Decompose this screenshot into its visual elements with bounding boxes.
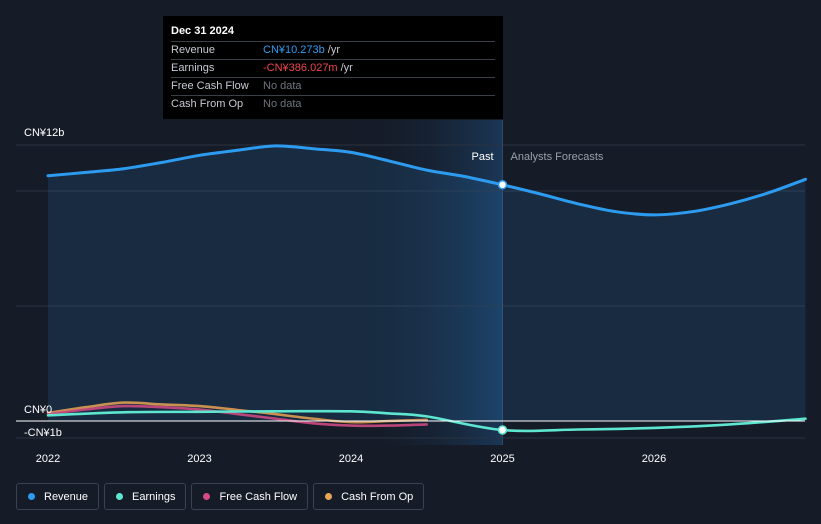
chart-axes: CN¥12b CN¥0 -CN¥1b 2022 2023 2024 2025 2026 Past…: [24, 127, 666, 465]
x-tick-label: 2025: [490, 453, 514, 465]
legend-label: Earnings: [132, 490, 176, 503]
legend-label: Revenue: [44, 490, 89, 503]
legend-label: Cash From Op: [341, 490, 414, 503]
data-tooltip: Dec 31 2024 Revenue CN¥10.273b /yr Earni…: [163, 16, 503, 119]
legend-item-earnings[interactable]: Earnings: [104, 483, 187, 510]
tooltip-row-revenue: Revenue CN¥10.273b /yr: [171, 41, 495, 59]
tooltip-row-cash-from-op: Cash From Op No data: [171, 95, 495, 113]
tooltip-date: Dec 31 2024: [171, 25, 234, 37]
tooltip-row-free-cash-flow: Free Cash Flow No data: [171, 77, 495, 95]
legend-dot-icon: [203, 493, 211, 500]
revenue-line: [46, 144, 807, 217]
tooltip-label: Free Cash Flow: [171, 80, 249, 92]
legend-label: Free Cash Flow: [219, 490, 298, 503]
legend-item-free-cash-flow[interactable]: Free Cash Flow: [191, 483, 309, 510]
tooltip-unit: /yr: [340, 62, 353, 74]
y-tick-label: CN¥12b: [24, 127, 64, 139]
past-region-label: Past: [471, 151, 493, 163]
tooltip-unit: /yr: [327, 44, 341, 56]
legend-dot-icon: [325, 493, 333, 500]
tooltip-label: Cash From Op: [171, 98, 244, 110]
revenue-highlight-point: [497, 180, 508, 190]
legend-dot-icon: [116, 493, 124, 500]
forecast-region-label: Analysts Forecasts: [511, 151, 604, 163]
chart-background: [351, 120, 503, 445]
tooltip-value-free-cash-flow: No data: [263, 80, 302, 92]
tooltip-value-cash-from-op: No data: [263, 98, 302, 110]
free-cash-flow-line: [46, 404, 429, 428]
earnings-highlight-point: [497, 425, 508, 435]
chart-legend: Revenue Earnings Free Cash Flow Cash Fro…: [16, 483, 425, 510]
earnings-line: [46, 409, 807, 433]
x-tick-label: 2024: [339, 453, 363, 465]
tooltip-label: Earnings: [171, 62, 215, 74]
revenue-area: [48, 145, 806, 421]
past-region-shade: [351, 120, 503, 445]
chart-grid: [16, 120, 805, 445]
tooltip-row-earnings: Earnings -CN¥386.027m /yr: [171, 59, 495, 77]
y-tick-label: -CN¥1b: [24, 427, 62, 439]
tooltip-value-earnings: -CN¥386.027m: [263, 62, 338, 74]
legend-item-cash-from-op[interactable]: Cash From Op: [313, 483, 425, 510]
chart-series: [16, 144, 807, 435]
x-tick-label: 2022: [36, 453, 60, 465]
legend-item-revenue[interactable]: Revenue: [16, 483, 100, 510]
cash-from-op-line: [46, 401, 429, 424]
tooltip-value-revenue: CN¥10.273b: [263, 44, 325, 56]
x-tick-label: 2023: [187, 453, 211, 465]
x-tick-label: 2026: [642, 453, 666, 465]
legend-dot-icon: [28, 493, 35, 500]
tooltip-label: Revenue: [171, 44, 216, 56]
y-tick-label: CN¥0: [24, 404, 52, 416]
